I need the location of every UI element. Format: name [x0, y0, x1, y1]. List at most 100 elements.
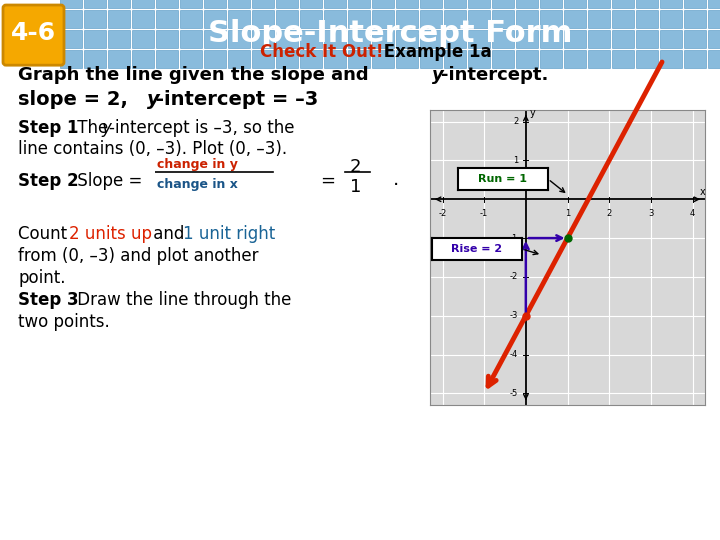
- Text: Holt McDougal Algebra 1: Holt McDougal Algebra 1: [7, 518, 146, 528]
- Text: Graph the line given the slope and: Graph the line given the slope and: [18, 66, 375, 84]
- Bar: [588, 0, 610, 8]
- Bar: [612, 50, 634, 68]
- Text: 1 unit right: 1 unit right: [183, 225, 275, 243]
- Bar: [156, 0, 178, 8]
- Text: y: y: [529, 108, 535, 118]
- Bar: [396, 50, 418, 68]
- Bar: [492, 0, 514, 8]
- Bar: [228, 50, 250, 68]
- Text: Draw the line through the: Draw the line through the: [72, 291, 292, 309]
- Bar: [684, 50, 706, 68]
- Bar: [468, 0, 490, 8]
- Bar: [540, 30, 562, 48]
- Bar: [564, 10, 586, 28]
- Bar: [444, 10, 466, 28]
- Bar: [372, 50, 394, 68]
- Bar: [684, 30, 706, 48]
- Text: 4-6: 4-6: [10, 21, 55, 45]
- Text: -intercept = –3: -intercept = –3: [156, 90, 318, 109]
- Bar: [156, 50, 178, 68]
- Bar: [300, 30, 322, 48]
- Bar: [252, 30, 274, 48]
- Text: 1: 1: [565, 209, 570, 218]
- Bar: [228, 0, 250, 8]
- Text: The: The: [72, 119, 114, 137]
- Text: Slope-Intercept Form: Slope-Intercept Form: [208, 18, 572, 48]
- Bar: [60, 50, 82, 68]
- Text: and: and: [148, 225, 189, 243]
- Bar: [108, 30, 130, 48]
- Bar: [84, 10, 106, 28]
- Text: change in y: change in y: [157, 158, 238, 171]
- Bar: [348, 30, 370, 48]
- Bar: [708, 50, 720, 68]
- Bar: [612, 0, 634, 8]
- Bar: [300, 0, 322, 8]
- Bar: [684, 10, 706, 28]
- Bar: [228, 30, 250, 48]
- Bar: [420, 30, 442, 48]
- Text: Rise = 2: Rise = 2: [451, 244, 503, 254]
- Text: .: .: [393, 170, 400, 189]
- Bar: [516, 30, 538, 48]
- Bar: [108, 10, 130, 28]
- Text: Count: Count: [18, 225, 73, 243]
- Text: Check It Out!: Check It Out!: [260, 43, 384, 61]
- Text: =: =: [320, 172, 335, 190]
- Bar: [132, 10, 154, 28]
- Text: -2: -2: [510, 272, 518, 281]
- Bar: [204, 30, 226, 48]
- Bar: [300, 10, 322, 28]
- Bar: [252, 50, 274, 68]
- Bar: [324, 50, 346, 68]
- Bar: [636, 50, 658, 68]
- Bar: [636, 10, 658, 28]
- Bar: [300, 50, 322, 68]
- Text: two points.: two points.: [18, 313, 109, 331]
- Bar: [588, 10, 610, 28]
- Bar: [372, 10, 394, 28]
- Bar: [708, 10, 720, 28]
- Text: 1: 1: [350, 178, 361, 196]
- Text: Copyright © by Holt Mc Dougal. All Rights Reserved.: Copyright © by Holt Mc Dougal. All Right…: [456, 518, 713, 528]
- Text: slope = 2,: slope = 2,: [18, 90, 141, 109]
- Bar: [468, 50, 490, 68]
- Bar: [492, 50, 514, 68]
- Bar: [60, 30, 82, 48]
- Bar: [612, 30, 634, 48]
- Text: x: x: [700, 187, 706, 197]
- Bar: [660, 10, 682, 28]
- Bar: [132, 0, 154, 8]
- Bar: [348, 50, 370, 68]
- Text: 3: 3: [648, 209, 654, 218]
- Bar: [252, 10, 274, 28]
- FancyBboxPatch shape: [3, 5, 64, 65]
- Text: -intercept is –3, so the: -intercept is –3, so the: [109, 119, 294, 137]
- Bar: [60, 10, 82, 28]
- Bar: [276, 10, 298, 28]
- Text: change in x: change in x: [157, 178, 238, 191]
- Bar: [612, 10, 634, 28]
- Bar: [132, 30, 154, 48]
- Text: line contains (0, –3). Plot (0, –3).: line contains (0, –3). Plot (0, –3).: [18, 140, 287, 158]
- Text: point.: point.: [18, 269, 66, 287]
- Text: Slope =: Slope =: [72, 172, 148, 190]
- Text: -2: -2: [438, 209, 446, 218]
- Bar: [252, 0, 274, 8]
- Bar: [684, 0, 706, 8]
- Bar: [516, 50, 538, 68]
- Bar: [156, 10, 178, 28]
- Bar: [180, 30, 202, 48]
- Text: Step 3: Step 3: [18, 291, 78, 309]
- Bar: [420, 0, 442, 8]
- Bar: [108, 0, 130, 8]
- Bar: [108, 50, 130, 68]
- Bar: [492, 30, 514, 48]
- Text: -5: -5: [510, 389, 518, 398]
- Bar: [324, 0, 346, 8]
- Bar: [324, 10, 346, 28]
- Bar: [396, 10, 418, 28]
- Bar: [516, 10, 538, 28]
- Text: -intercept.: -intercept.: [441, 66, 549, 84]
- Bar: [444, 50, 466, 68]
